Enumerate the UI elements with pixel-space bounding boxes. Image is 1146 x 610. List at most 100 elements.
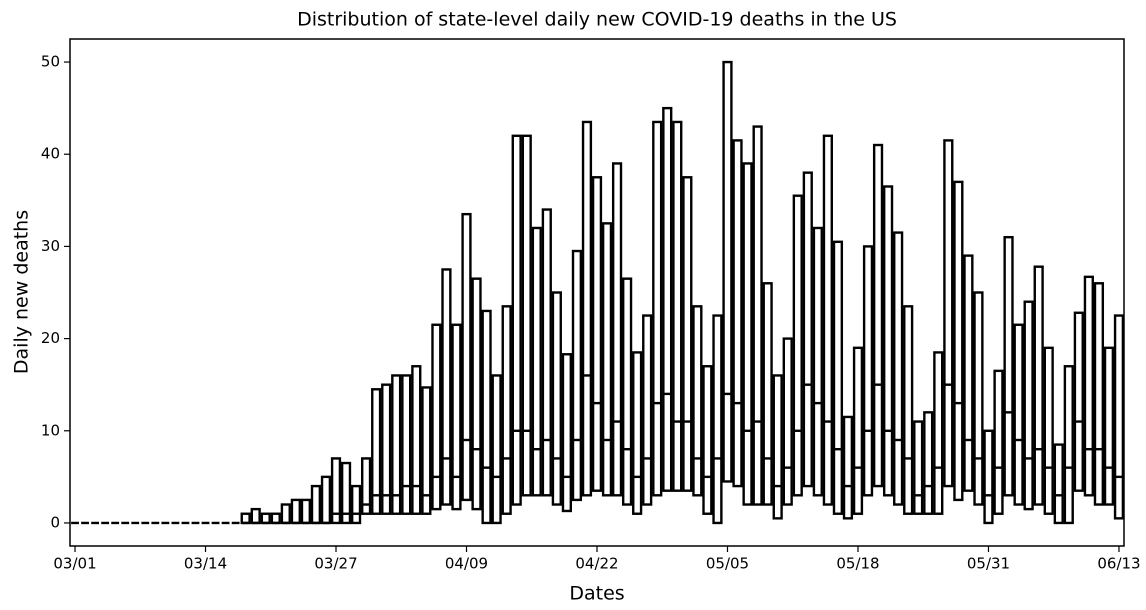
box: [913, 420, 924, 515]
box: [471, 277, 482, 511]
box: [561, 353, 573, 513]
box: [461, 212, 472, 502]
box: [1013, 323, 1024, 506]
x-tick-label: 04/22: [575, 555, 618, 573]
box: [953, 180, 964, 502]
box: [782, 337, 793, 506]
plot-frame: [69, 38, 1125, 547]
x-tick-label: 03/14: [184, 555, 227, 573]
box: [792, 194, 803, 497]
y-tick-label: 0: [50, 513, 60, 531]
box: [682, 176, 693, 492]
box: [320, 475, 332, 525]
box: [993, 369, 1004, 515]
box: [541, 208, 552, 497]
box: [652, 120, 663, 497]
box: [852, 346, 864, 515]
box: [923, 411, 934, 515]
box: [692, 305, 703, 497]
box: [431, 323, 442, 511]
box: [893, 231, 904, 506]
y-tick-label: 20: [41, 329, 60, 347]
box: [300, 498, 312, 525]
box: [350, 484, 362, 525]
box: [451, 323, 462, 511]
box: [601, 222, 613, 497]
box: [632, 351, 643, 515]
box: [903, 305, 914, 515]
box: [1043, 346, 1054, 515]
box: [340, 461, 352, 525]
y-tick-label: 10: [41, 421, 60, 439]
box: [822, 134, 833, 506]
box: [521, 134, 532, 497]
box: [511, 134, 522, 506]
box: [611, 162, 623, 497]
box: [381, 383, 392, 515]
box: [1103, 346, 1115, 506]
y-tick-label: 50: [41, 53, 60, 71]
box: [812, 226, 823, 497]
box: [491, 374, 502, 525]
box: [421, 386, 432, 515]
x-axis-label: Dates: [569, 583, 624, 605]
box: [621, 277, 633, 506]
box: [983, 429, 994, 525]
box: [742, 162, 753, 506]
box: [250, 507, 261, 525]
box: [551, 291, 562, 506]
box: [1003, 235, 1014, 497]
box: [672, 120, 683, 492]
x-tick-label: 05/05: [706, 555, 749, 573]
box: [702, 365, 713, 515]
box: [642, 314, 653, 506]
box: [1113, 314, 1125, 520]
box: [401, 374, 412, 515]
box: [310, 484, 322, 525]
y-tick-label: 40: [41, 145, 60, 163]
box: [832, 240, 844, 515]
box: [260, 512, 271, 525]
box: [411, 365, 422, 515]
box: [240, 512, 251, 525]
box: [270, 512, 281, 525]
box: [581, 120, 593, 497]
box: [1073, 311, 1084, 492]
box: [1053, 443, 1064, 525]
chart-title: Distribution of state-level daily new CO…: [297, 9, 897, 31]
x-tick-label: 04/09: [445, 555, 488, 573]
box: [1063, 365, 1074, 525]
box: [943, 139, 954, 488]
box: [772, 374, 783, 520]
box: [662, 106, 673, 492]
box: [531, 226, 542, 497]
box: [872, 143, 884, 488]
box: [973, 291, 984, 506]
box: [441, 268, 452, 506]
box: [571, 249, 583, 502]
box: [762, 282, 773, 506]
box: [330, 457, 342, 525]
box: [722, 60, 733, 483]
box: [933, 351, 944, 515]
box: [501, 305, 512, 515]
box: [391, 374, 402, 515]
box: [802, 171, 813, 488]
x-tick-label: 06/13: [1097, 555, 1140, 573]
box: [1023, 300, 1034, 511]
y-axis-label: Daily new deaths: [11, 210, 33, 374]
box: [481, 309, 492, 525]
x-tick-label: 03/01: [53, 555, 96, 573]
box: [732, 139, 743, 488]
box: [280, 503, 291, 525]
box: [842, 415, 854, 520]
box: [1083, 275, 1094, 497]
x-tick-label: 05/31: [967, 555, 1010, 573]
box: [591, 176, 603, 492]
y-tick-label: 30: [41, 237, 60, 255]
box: [1093, 282, 1105, 506]
box: [752, 125, 763, 506]
box: [1033, 265, 1044, 506]
